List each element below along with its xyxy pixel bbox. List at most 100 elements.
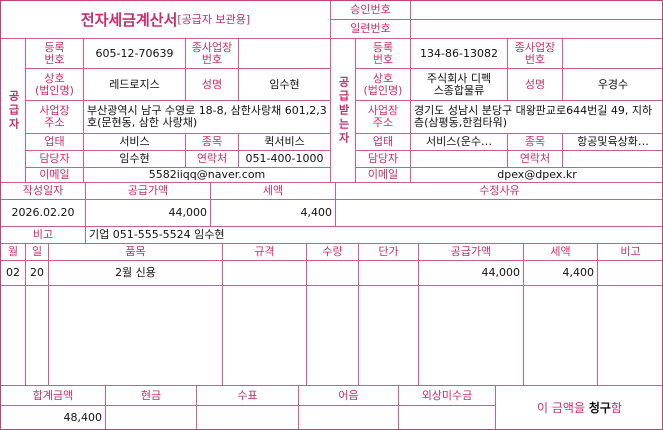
7: 세액	[524, 244, 598, 261]
item: 퀵서비스	[239, 134, 331, 151]
empty-cell	[563, 39, 662, 69]
reg-no: 134-86-13082	[411, 39, 508, 69]
branch-label: 종사업장 번호	[186, 39, 239, 69]
empty-cell	[419, 286, 524, 386]
total: 48,400	[1, 406, 106, 429]
section: 공급받는자	[331, 39, 356, 183]
claim-cell: 이 금액을 청구 함	[496, 386, 662, 429]
value: 기업 051-555-5524 임수현	[86, 227, 662, 244]
title-cell: 전자세금계산서 [공급자 보관용]	[1, 1, 331, 39]
empty-cell	[26, 286, 49, 386]
type: 서비스(운수…	[411, 134, 508, 151]
phone-label: 연락처	[186, 151, 239, 168]
phone-label: 연락처	[508, 151, 563, 168]
empty-cell	[598, 261, 662, 286]
empty-cell	[299, 406, 399, 429]
item: 항공및육상화…	[563, 134, 662, 151]
title: 전자세금계산서	[80, 10, 178, 29]
supply: 44,000	[86, 200, 211, 227]
month: 02	[1, 261, 26, 286]
type-label: 업태	[26, 134, 84, 151]
3: 규격	[223, 244, 307, 261]
item-label: 종목	[186, 134, 239, 151]
rep: 우경수	[563, 69, 662, 101]
serial-number: 일련번호	[331, 20, 411, 39]
subtitle: [공급자 보관용]	[177, 12, 251, 26]
empty-cell	[411, 1, 662, 20]
empty-cell	[411, 151, 508, 168]
branch-label: 종사업장 번호	[508, 39, 563, 69]
2: 수표	[197, 386, 299, 406]
email-label: 이메일	[356, 168, 411, 183]
rep-label: 성명	[508, 69, 563, 101]
type: 서비스	[84, 134, 186, 151]
email: dpex@dpex.kr	[411, 168, 662, 183]
6: 공급가액	[419, 244, 524, 261]
empty-cell	[336, 200, 662, 227]
empty-cell	[223, 261, 307, 286]
email: 5582iiqq@naver.com	[84, 168, 331, 183]
tax: 4,400	[211, 200, 336, 227]
0: 월	[1, 244, 26, 261]
1: 현금	[106, 386, 197, 406]
date: 2026.02.20	[1, 200, 86, 227]
claim-prefix: 이 금액을	[537, 401, 589, 415]
type-label: 업태	[356, 134, 411, 151]
manager: 임수현	[84, 151, 186, 168]
empty-cell	[197, 406, 299, 429]
manager-label: 담당자	[356, 151, 411, 168]
reg-no-label: 등록 번호	[26, 39, 84, 69]
name: 레드로지스	[84, 69, 186, 101]
3: 어음	[299, 386, 399, 406]
empty-cell	[411, 20, 662, 39]
label: 비고	[1, 227, 86, 244]
item-label: 종목	[508, 134, 563, 151]
reason-label: 수정사유	[336, 183, 662, 200]
name: 주식회사 디펙 스종합물류	[411, 69, 508, 101]
address-label: 사업장 주소	[26, 101, 84, 134]
rep: 임수현	[239, 69, 331, 101]
5: 단가	[359, 244, 419, 261]
empty-cell	[359, 286, 419, 386]
claim-word: 청구	[588, 401, 611, 415]
empty-cell	[223, 286, 307, 386]
empty-cell	[598, 286, 662, 386]
supply-label: 공급가액	[86, 183, 211, 200]
section: 공급자	[1, 39, 26, 183]
empty-cell	[239, 39, 331, 69]
approval-number: 승인번호	[331, 1, 411, 20]
0: 합계금액	[1, 386, 106, 406]
empty-cell	[307, 261, 359, 286]
claim-suffix: 함	[610, 401, 622, 415]
4: 수량	[307, 244, 359, 261]
empty-cell	[307, 286, 359, 386]
empty-cell	[359, 261, 419, 286]
phone: 051-400-1000	[239, 151, 331, 168]
empty-cell	[1, 286, 26, 386]
empty-cell	[106, 406, 197, 429]
email-label: 이메일	[26, 168, 84, 183]
reg-no: 605-12-70639	[84, 39, 186, 69]
address-label: 사업장 주소	[356, 101, 411, 134]
empty-cell	[524, 286, 598, 386]
day: 20	[26, 261, 49, 286]
1: 일	[26, 244, 49, 261]
reg-no-label: 등록 번호	[356, 39, 411, 69]
tax-label: 세액	[211, 183, 336, 200]
name-label: 상호 (법인명)	[356, 69, 411, 101]
empty-cell	[399, 406, 496, 429]
empty-cell	[563, 151, 662, 168]
rep-label: 성명	[186, 69, 239, 101]
tax: 4,400	[524, 261, 598, 286]
4: 외상미수금	[399, 386, 496, 406]
address: 부산광역시 남구 수영로 18-8, 삼한사랑채 601,2,3호(문현동, 삼…	[84, 101, 331, 134]
address: 경기도 성남시 분당구 대왕판교로644번길 49, 지하층(삼평동,한컴타워)	[411, 101, 662, 134]
2: 품목	[49, 244, 223, 261]
date-label: 작성일자	[1, 183, 86, 200]
empty-cell	[49, 286, 223, 386]
supply: 44,000	[419, 261, 524, 286]
manager-label: 담당자	[26, 151, 84, 168]
8: 비고	[598, 244, 662, 261]
name-label: 상호 (법인명)	[26, 69, 84, 101]
